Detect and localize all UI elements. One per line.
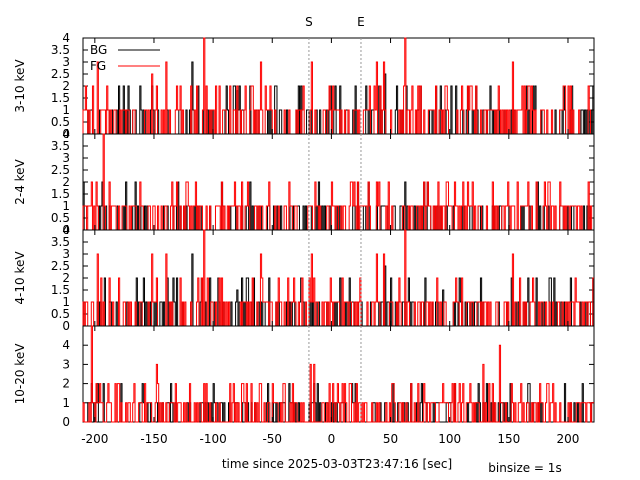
marker-label-s: S [305,15,313,29]
x-axis: -200 -150 -100 -50 0 50 100 150 200 [81,38,579,446]
y-tick-label: 4 [62,223,70,237]
y-axis-label: 4-10 keV [13,251,27,305]
panel-2: 00.511.522.533.542-4 keV [13,127,595,237]
legend-label-bg: BG [90,43,107,57]
y-tick-label: 1 [62,103,70,117]
y-tick-label: 1 [62,396,70,410]
y-tick-label: 2 [62,175,70,189]
y-tick-label: 3 [62,247,70,261]
x-tick-label: -100 [199,432,226,446]
y-tick-label: 1 [62,295,70,309]
y-tick-label: 2 [62,79,70,93]
y-tick-label: 4 [62,338,70,352]
y-tick-label: 0 [62,223,70,237]
panels: 00.511.522.533.543-10 keV00.511.522.533.… [13,31,595,429]
legend-label-fg: FG [90,59,106,73]
legend: BG FG [90,43,160,73]
y-tick-label: 0.5 [51,211,70,225]
x-tick-label: -150 [140,432,167,446]
y-axis-label: 2-4 keV [13,158,27,204]
y-axis-label: 3-10 keV [13,59,27,113]
marker-label-e: E [357,15,365,29]
x-tick-label: 100 [438,432,461,446]
y-tick-label: 1.5 [51,187,70,201]
y-tick-label: 2.5 [51,259,70,273]
series-fg [82,37,594,135]
panel-3: 00.511.522.533.544-10 keV [13,223,595,333]
y-tick-label: 0 [62,127,70,141]
y-tick-label: 1.5 [51,91,70,105]
x-tick-label: -200 [81,432,108,446]
y-tick-label: 4 [62,127,70,141]
y-tick-label: 0 [62,319,70,333]
binsize-label: binsize = 1s [488,461,561,475]
y-tick-label: 0.5 [51,115,70,129]
x-tick-label: 50 [383,432,398,446]
y-tick-label: 3.5 [51,139,70,153]
series-fg [82,133,594,231]
y-axis-label: 10-20 keV [13,343,27,405]
x-tick-label: 150 [497,432,520,446]
x-axis-label: time since 2025-03-03T23:47:16 [sec] [222,457,452,471]
y-tick-label: 0.5 [51,307,70,321]
y-tick-label: 2.5 [51,163,70,177]
y-tick-label: 4 [62,31,70,45]
x-tick-label: 200 [557,432,580,446]
y-tick-label: 3 [62,357,70,371]
y-tick-label: 1 [62,199,70,213]
panel-4: 0 1 2 3 4 10-20 keV [13,325,595,429]
y-tick-label: 3.5 [51,235,70,249]
y-tick-label: 3 [62,55,70,69]
y-tick-label: 3.5 [51,43,70,57]
y-tick-label: 2 [62,377,70,391]
x-tick-label: 0 [328,432,336,446]
x-tick-label: -50 [262,432,282,446]
y-tick-label: 1.5 [51,283,70,297]
y-tick-label: 3 [62,151,70,165]
y-tick-label: 2.5 [51,67,70,81]
series-fg [82,325,594,423]
y-tick-label: 2 [62,271,70,285]
y-tick-label: 0 [62,415,70,429]
